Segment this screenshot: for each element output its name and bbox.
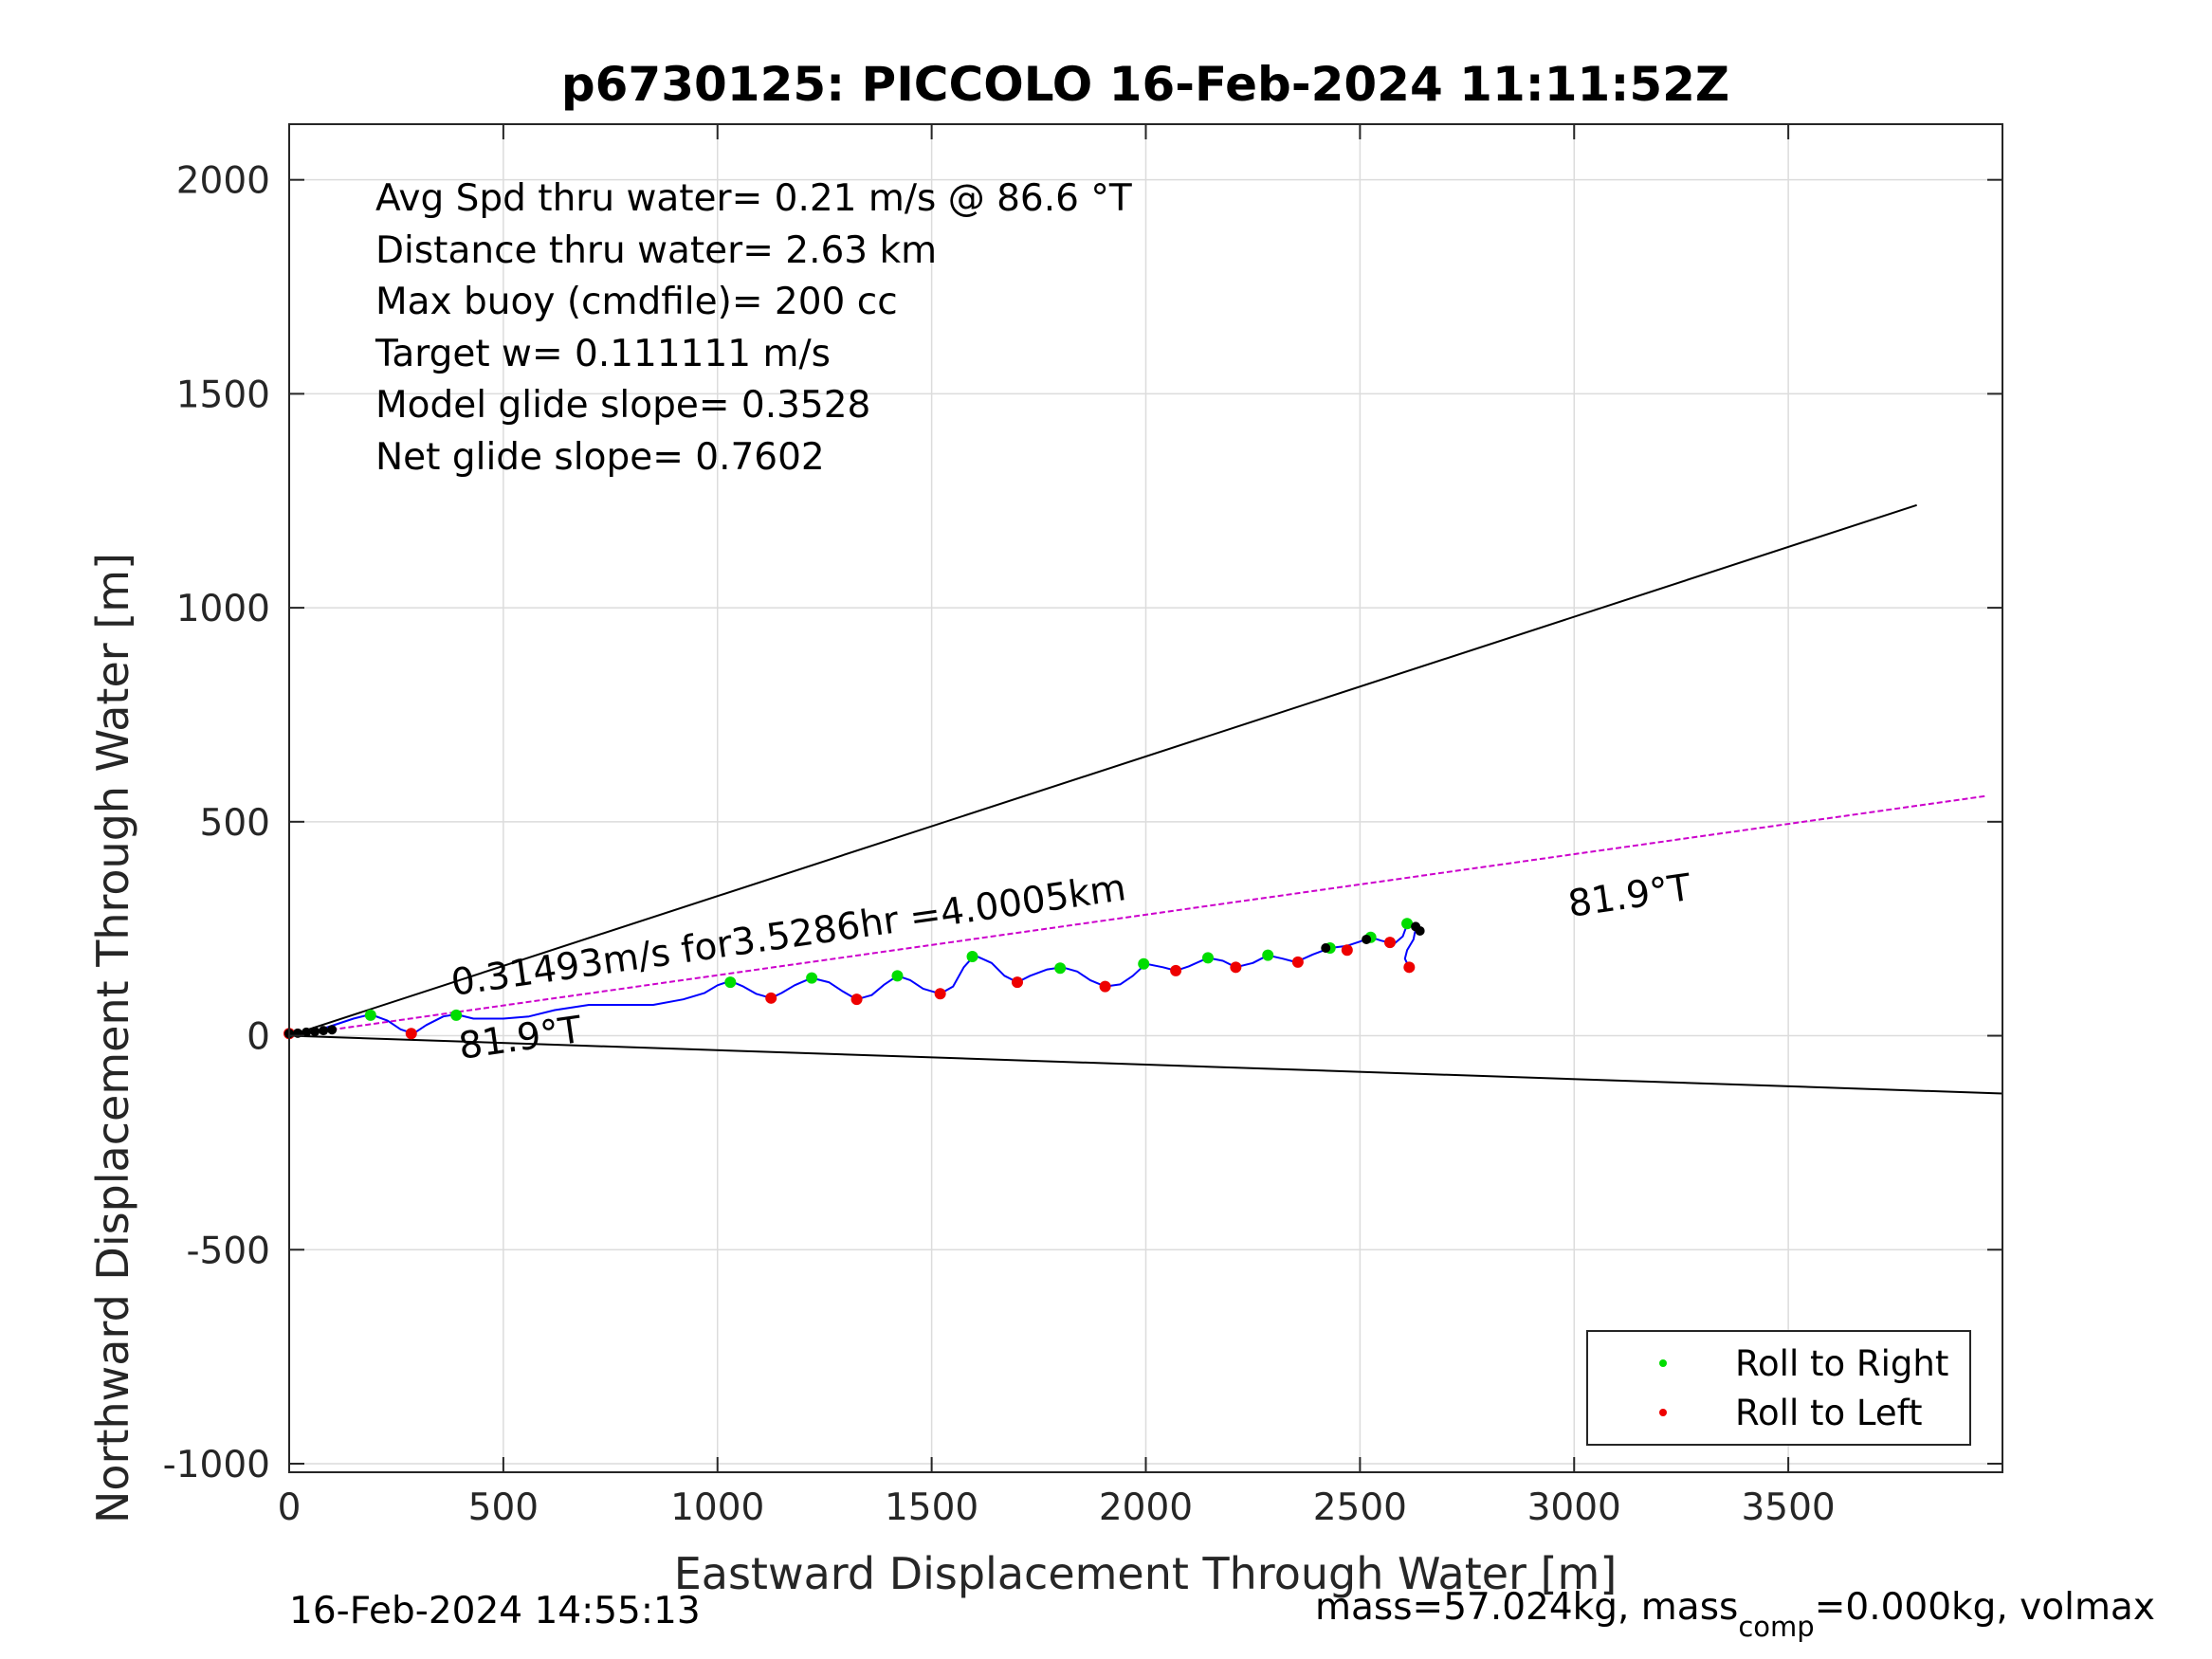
roll-right-point-9 (1262, 949, 1274, 961)
info-target-w: Target w= 0.111111 m/s (375, 333, 831, 375)
legend-label-roll-left: Roll to Left (1735, 1393, 1923, 1433)
x-tick-label-3: 1500 (885, 1486, 978, 1529)
roll-left-point-3 (850, 994, 863, 1006)
turn-point-2 (302, 1027, 312, 1037)
roll-left-point-11 (1383, 937, 1396, 949)
roll-left-point-2 (765, 992, 777, 1004)
y-ticks: -1000 -500 0 500 1000 1500 2000 (163, 160, 2002, 1486)
roll-right-point-8 (1202, 952, 1215, 964)
x-tick-label-0: 0 (278, 1486, 302, 1529)
info-net-glide-slope: Net glide slope= 0.7602 (375, 436, 825, 479)
cone-lines (288, 503, 2003, 1095)
roll-right-point-3 (806, 972, 818, 984)
footer-mass-info: mass=57.024kg, masscomp=0.000kg, volmax (1315, 1586, 2155, 1643)
projected-track-line (288, 794, 1986, 1037)
heading-annotation-far: 81.9°T (1565, 866, 1693, 926)
y-tick-label-1: -500 (186, 1230, 270, 1272)
y-tick-label-2: 0 (247, 1016, 270, 1059)
roll-points (283, 918, 1425, 1040)
info-max-buoy: Max buoy (cmdfile)= 200 cc (375, 281, 898, 323)
x-tick-label-6: 3000 (1527, 1486, 1621, 1529)
turn-point-3 (310, 1027, 320, 1037)
roll-left-point-8 (1230, 961, 1242, 974)
roll-left-point-9 (1291, 956, 1304, 968)
footer-mass-sub: comp (1738, 1611, 1814, 1643)
legend: Roll to Right Roll to Left (1586, 1330, 1971, 1446)
y-tick-label-3: 500 (200, 802, 270, 845)
roll-left-point-6 (1099, 980, 1111, 993)
y-tick-label-5: 1500 (176, 374, 270, 416)
roll-right-point-12 (1401, 918, 1414, 930)
roll-right-point-4 (891, 970, 904, 982)
turn-point-9 (1415, 925, 1425, 936)
legend-box (1586, 1330, 1971, 1446)
legend-marker-roll-right (1659, 1359, 1667, 1367)
x-axis-label: Eastward Displacement Through Water [m] (674, 1548, 1618, 1599)
roll-left-point-4 (934, 988, 946, 1000)
info-model-glide-slope: Model glide slope= 0.3528 (375, 384, 870, 427)
legend-label-roll-right: Roll to Right (1735, 1343, 1948, 1384)
info-avg-speed: Avg Spd thru water= 0.21 m/s @ 86.6 °T (375, 177, 1132, 220)
cone-line-1 (288, 1034, 2003, 1095)
speed-annotation: 0.31493m/s for3.5286hr =4.0005km (448, 866, 1128, 1005)
roll-right-point-0 (364, 1009, 376, 1021)
info-text-block: Avg Spd thru water= 0.21 m/s @ 86.6 °T D… (375, 177, 1132, 479)
info-distance: Distance thru water= 2.63 km (375, 229, 937, 272)
roll-left-point-12 (1403, 961, 1416, 974)
footer-mass-part2: =0.000kg, volmax (1815, 1586, 2155, 1629)
turn-point-5 (327, 1025, 338, 1035)
roll-left-point-1 (405, 1028, 417, 1040)
grid-lines (288, 124, 2002, 1472)
roll-left-point-7 (1170, 964, 1182, 976)
x-tick-label-4: 2000 (1099, 1486, 1193, 1529)
x-tick-label-1: 500 (468, 1486, 539, 1529)
y-tick-label-6: 2000 (176, 160, 270, 203)
y-tick-label-4: 1000 (176, 588, 270, 630)
heading-annotation-near: 81.9°T (456, 1009, 584, 1068)
x-tick-label-7: 3500 (1741, 1486, 1835, 1529)
roll-right-point-6 (1054, 962, 1067, 975)
y-axis-label: Northward Displacement Through Water [m] (87, 553, 138, 1523)
cone-line-0 (288, 503, 1917, 1037)
roll-left-point-5 (1011, 976, 1023, 989)
turn-point-6 (1321, 943, 1331, 953)
footer-mass-part1: mass=57.024kg, mass (1315, 1586, 1738, 1629)
turn-point-4 (319, 1026, 329, 1036)
turn-point-7 (1362, 934, 1372, 944)
x-ticks: 0 500 1000 1500 2000 2500 3000 3500 (278, 124, 1836, 1529)
footer-timestamp: 16-Feb-2024 14:55:13 (289, 1590, 701, 1632)
roll-right-point-2 (724, 976, 737, 989)
y-tick-label-0: -1000 (163, 1444, 270, 1486)
x-tick-label-5: 2500 (1313, 1486, 1407, 1529)
x-tick-label-2: 1000 (670, 1486, 764, 1529)
roll-right-point-5 (966, 951, 978, 963)
chart-title: p6730125: PICCOLO 16-Feb-2024 11:11:52Z (561, 57, 1729, 112)
roll-right-point-1 (450, 1009, 463, 1021)
roll-right-point-7 (1138, 957, 1150, 970)
roll-left-point-10 (1341, 944, 1353, 957)
legend-marker-roll-left (1659, 1409, 1667, 1416)
projected-track (288, 794, 1986, 1037)
